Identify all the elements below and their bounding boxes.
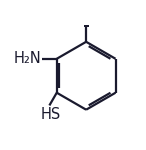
Text: HS: HS <box>40 107 61 122</box>
Text: H₂N: H₂N <box>14 51 41 66</box>
